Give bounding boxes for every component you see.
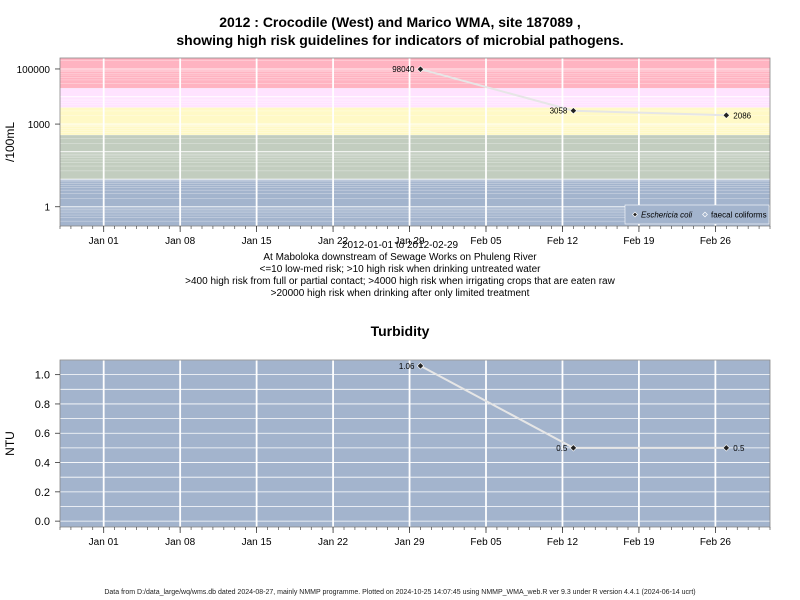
turbidity-data-label: 0.5 bbox=[733, 444, 745, 453]
turbidity-x-tick-label: Feb 12 bbox=[547, 537, 579, 548]
turbidity-plot-background bbox=[60, 360, 770, 527]
microbial-legend-box bbox=[624, 204, 770, 225]
microbial-legend-marker bbox=[632, 211, 638, 218]
microbial-x-tick-label: Feb 26 bbox=[700, 236, 732, 247]
turbidity-y-tick-label: 1.0 bbox=[35, 370, 50, 382]
microbial-data-point bbox=[722, 111, 730, 119]
microbial-data-point bbox=[569, 107, 578, 115]
turbidity-y-tick-label: 0.8 bbox=[35, 399, 50, 411]
microbial-legend-label: faecal coliforms bbox=[711, 211, 767, 220]
turbidity-data-point bbox=[722, 444, 730, 452]
turbidity-x-tick-label: Jan 08 bbox=[165, 537, 195, 548]
turbidity-y-tick-label: 0.2 bbox=[35, 487, 50, 499]
turbidity-plot-frame bbox=[59, 359, 771, 528]
turbidity-x-tick-label: Jan 29 bbox=[395, 537, 425, 548]
microbial-data-point bbox=[416, 65, 425, 73]
microbial-legend-label: Eschericia coli bbox=[641, 211, 692, 220]
guideline-caption-1: <=10 low-med risk; >10 high risk when dr… bbox=[259, 264, 541, 275]
turbidity-y-tick-label: 0.6 bbox=[35, 428, 50, 440]
guideline-caption-3: >20000 high risk when drinking after onl… bbox=[270, 288, 530, 299]
microbial-y-tick-label: 1 bbox=[44, 203, 50, 214]
guideline-caption-2: >400 high risk from full or partial cont… bbox=[185, 276, 615, 287]
turbidity-x-tick-label: Jan 01 bbox=[89, 537, 119, 548]
chart-title-line-2: showing high risk guidelines for indicat… bbox=[176, 32, 624, 48]
turbidity-y-tick-label: 0.4 bbox=[35, 458, 50, 470]
microbial-x-tick-label: Feb 12 bbox=[547, 236, 579, 247]
microbial-risk-band-3 bbox=[60, 135, 770, 180]
turbidity-data-point bbox=[416, 362, 425, 370]
microbial-data-label: 98040 bbox=[392, 65, 415, 74]
turbidity-chart-title: Turbidity bbox=[370, 323, 430, 339]
microbial-y-tick-label: 100000 bbox=[17, 65, 51, 76]
turbidity-x-tick-label: Feb 26 bbox=[700, 537, 732, 548]
microbial-data-label: 2086 bbox=[733, 111, 751, 120]
footer-note: Data from D:/data_large/wq/wms.db dated … bbox=[104, 589, 696, 596]
turbidity-x-tick-label: Jan 22 bbox=[318, 537, 348, 548]
microbial-x-tick-label: Jan 15 bbox=[242, 236, 272, 247]
microbial-legend-marker bbox=[702, 211, 708, 218]
microbial-x-tick-label: Jan 08 bbox=[165, 236, 195, 247]
turbidity-data-label: 0.5 bbox=[556, 444, 568, 453]
microbial-x-tick-label: Feb 05 bbox=[470, 236, 502, 247]
microbial-x-tick-label: Jan 01 bbox=[89, 236, 119, 247]
microbial-x-tick-label: Feb 19 bbox=[623, 236, 655, 247]
microbial-x-tick-label: Jan 22 bbox=[318, 236, 348, 247]
microbial-x-tick-label: Jan 29 bbox=[395, 236, 425, 247]
turbidity-x-tick-label: Feb 05 bbox=[470, 537, 502, 548]
location-caption: At Maboloka downstream of Sewage Works o… bbox=[263, 252, 537, 263]
microbial-plot-frame bbox=[59, 57, 771, 227]
chart-title-line-1: 2012 : Crocodile (West) and Marico WMA, … bbox=[219, 14, 581, 30]
turbidity-data-label: 1.06 bbox=[399, 362, 415, 371]
microbial-data-label: 3058 bbox=[550, 107, 568, 116]
date-range-caption: 2012-01-01 to 2012-02-29 bbox=[341, 240, 459, 251]
turbidity-data-point bbox=[569, 444, 578, 452]
microbial-y-tick-label: 1000 bbox=[28, 120, 51, 131]
turbidity-x-tick-label: Feb 19 bbox=[623, 537, 655, 548]
turbidity-y-tick-label: 0.0 bbox=[35, 516, 50, 528]
turbidity-x-tick-label: Jan 15 bbox=[242, 537, 272, 548]
turbidity-y-axis-label: NTU bbox=[3, 431, 17, 456]
microbial-y-axis-label: /100mL bbox=[3, 122, 17, 162]
microbial-risk-band-2 bbox=[60, 107, 770, 136]
